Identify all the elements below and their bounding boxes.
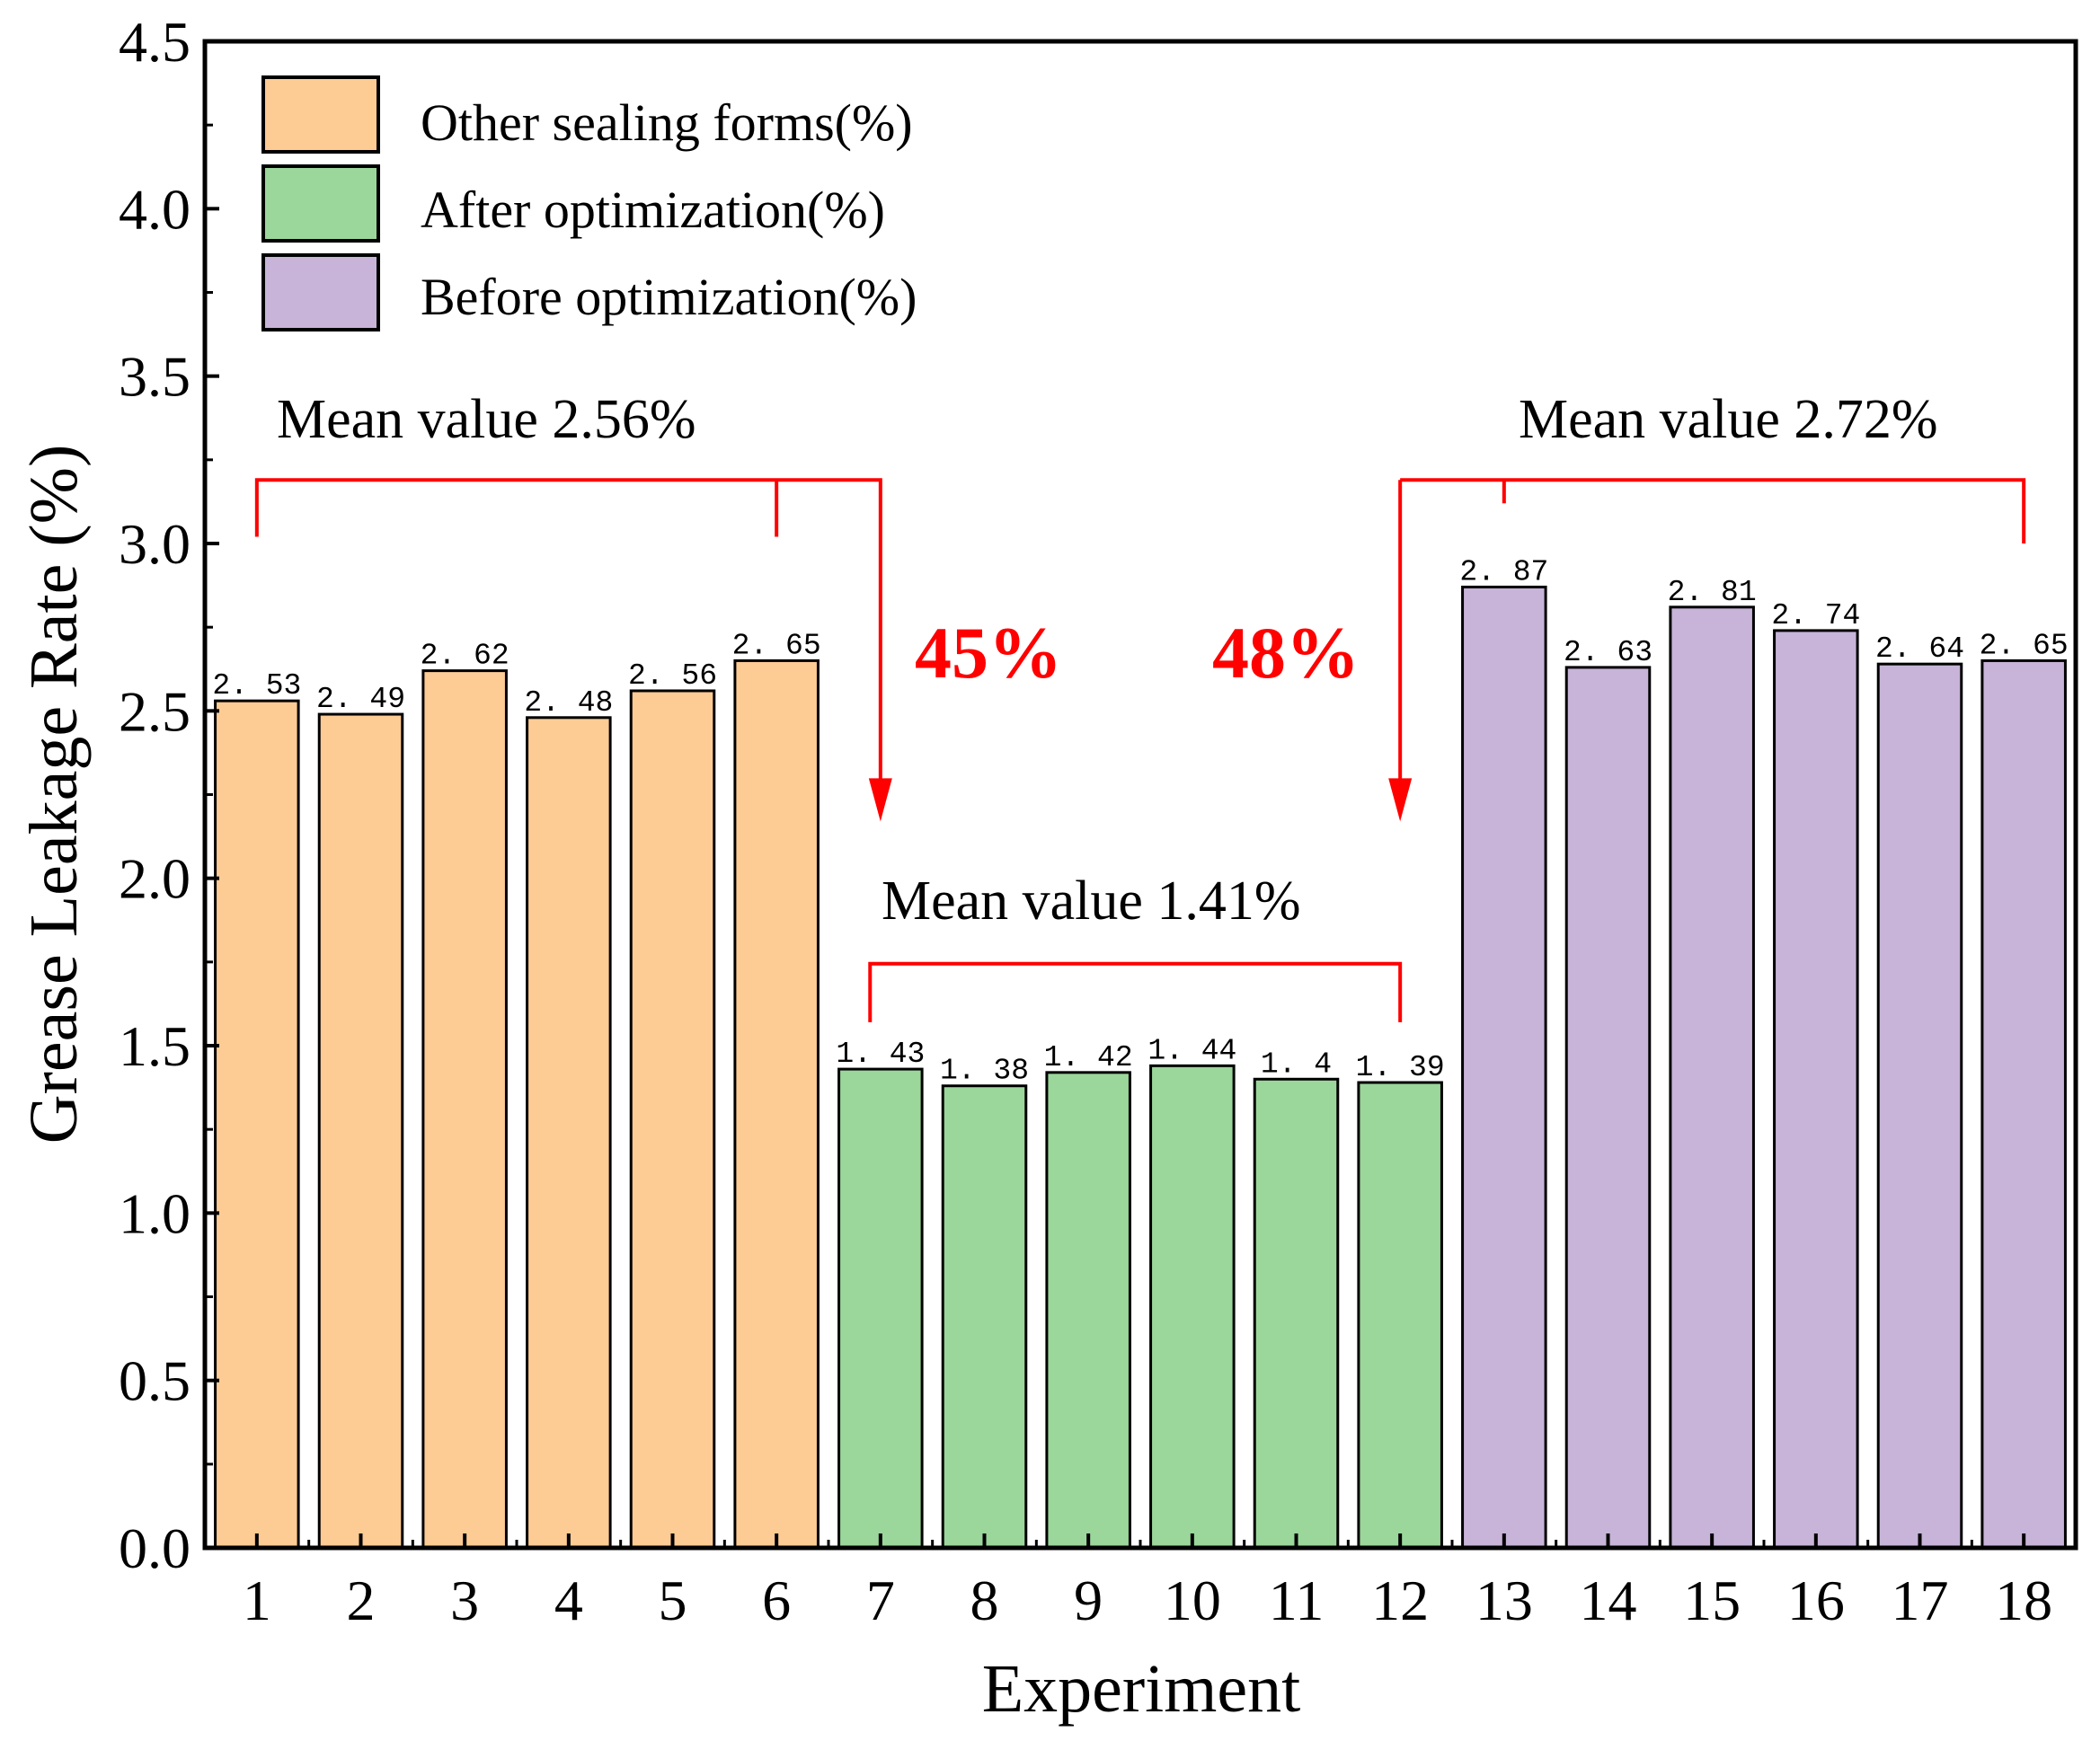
bar (837, 1067, 924, 1550)
value-label: 2. 64 (1875, 632, 1964, 666)
value-label: 2. 63 (1564, 636, 1653, 669)
legend-label: After optimization(%) (421, 181, 885, 239)
bar (941, 1084, 1028, 1550)
x-tick-label: 1 (243, 1569, 271, 1632)
y-tick-label: 0.0 (119, 1516, 191, 1580)
legend-label: Before optimization(%) (421, 268, 917, 326)
bracket-after (868, 961, 1403, 1022)
x-tick-label: 9 (1074, 1569, 1103, 1632)
y-tick-label: 4.5 (119, 10, 191, 74)
annotations-group: Mean value 2.56% Mean value 1.41% Mean v… (254, 389, 2026, 1022)
bars-group (214, 585, 2067, 1550)
x-tick-label: 12 (1371, 1569, 1429, 1632)
value-label: 1. 39 (1356, 1051, 1445, 1084)
y-tick-label: 2.5 (119, 679, 191, 743)
x-tick-label: 10 (1164, 1569, 1221, 1632)
value-labels-group: 2. 53 2. 49 2. 62 2. 48 2. 56 2. 65 1. 43 1. 38… (212, 555, 2068, 1087)
x-tick-label: 7 (866, 1569, 895, 1632)
value-label: 2. 49 (316, 683, 405, 716)
y-tick-label: 3.5 (119, 345, 191, 409)
x-tick-label: 5 (659, 1569, 687, 1632)
bar (733, 658, 820, 1550)
bar (1876, 662, 1963, 1550)
x-tick-label: 11 (1269, 1569, 1325, 1632)
value-label: 2. 65 (1980, 629, 2069, 662)
value-label: 1. 44 (1147, 1034, 1236, 1067)
legend-swatch (261, 75, 380, 154)
y-tick-label: 0.5 (119, 1349, 191, 1413)
bar (1253, 1077, 1340, 1550)
bar (1564, 666, 1652, 1550)
bracket-other (254, 478, 882, 805)
x-tick-label: 14 (1580, 1569, 1637, 1632)
value-label: 2. 81 (1668, 576, 1757, 609)
y-axis-title: Grease Leakage Rate (%) (16, 445, 92, 1144)
bar (1149, 1064, 1236, 1550)
mean-other-label: Mean value 2.56% (277, 389, 696, 450)
bar (421, 669, 508, 1550)
x-tick-label: 16 (1787, 1569, 1845, 1632)
legend-label: Other sealing forms(%) (421, 93, 913, 152)
y-tick-label: 4.0 (119, 177, 191, 241)
value-label: 2. 53 (212, 669, 301, 703)
value-label: 1. 43 (836, 1038, 925, 1071)
x-tick-label: 13 (1475, 1569, 1533, 1632)
x-tick-label: 15 (1683, 1569, 1741, 1632)
x-tick-label: 18 (1995, 1569, 2052, 1632)
y-tick-label: 2.0 (119, 847, 191, 911)
mean-before-label: Mean value 2.72% (1519, 389, 1938, 450)
bar (1773, 629, 1859, 1550)
x-tick-label: 3 (450, 1569, 479, 1632)
x-axis-title: Experiment (982, 1651, 1301, 1727)
value-label: 1. 42 (1044, 1041, 1133, 1074)
legend: Other sealing forms(%) After optimization… (261, 75, 917, 331)
bar (629, 689, 716, 1550)
y-tick-label: 3.0 (119, 512, 191, 576)
bracket-before (1400, 478, 2026, 544)
value-label: 1. 4 (1261, 1047, 1332, 1081)
bar (1357, 1081, 1443, 1550)
bar (1669, 605, 1755, 1550)
x-tick-label: 2 (347, 1569, 376, 1632)
x-tick-label: 17 (1892, 1569, 1949, 1632)
value-label: 2. 48 (524, 686, 613, 720)
value-label: 2. 65 (732, 629, 821, 662)
arrow-down-icon (1388, 778, 1413, 822)
bar (317, 712, 404, 1550)
bar (526, 716, 612, 1550)
value-label: 1. 38 (940, 1055, 1029, 1088)
y-tick-label: 1.0 (119, 1181, 191, 1245)
x-tick-label: 4 (554, 1569, 583, 1632)
x-tick-label: 6 (762, 1569, 791, 1632)
value-label: 2. 87 (1459, 555, 1548, 588)
bar (1980, 658, 2067, 1550)
mean-after-label: Mean value 1.41% (882, 870, 1301, 932)
value-label: 2. 74 (1771, 599, 1860, 632)
reduction-before-label: 48% (1212, 612, 1360, 694)
bar (1045, 1071, 1131, 1550)
value-label: 2. 56 (628, 659, 717, 693)
legend-swatch (261, 164, 380, 243)
legend-swatch (261, 253, 380, 331)
arrow-down-icon (868, 778, 892, 822)
x-tick-label: 8 (970, 1569, 999, 1632)
value-label: 2. 62 (421, 640, 509, 673)
bar (214, 699, 300, 1550)
axes-group: 0.00.51.01.52.02.53.03.54.04.51 2 3 4 5 6 7 8 9 1… (119, 10, 2052, 1632)
bar (1461, 585, 1547, 1550)
y-tick-label: 1.5 (119, 1014, 191, 1078)
reduction-other-label: 45% (915, 612, 1062, 694)
